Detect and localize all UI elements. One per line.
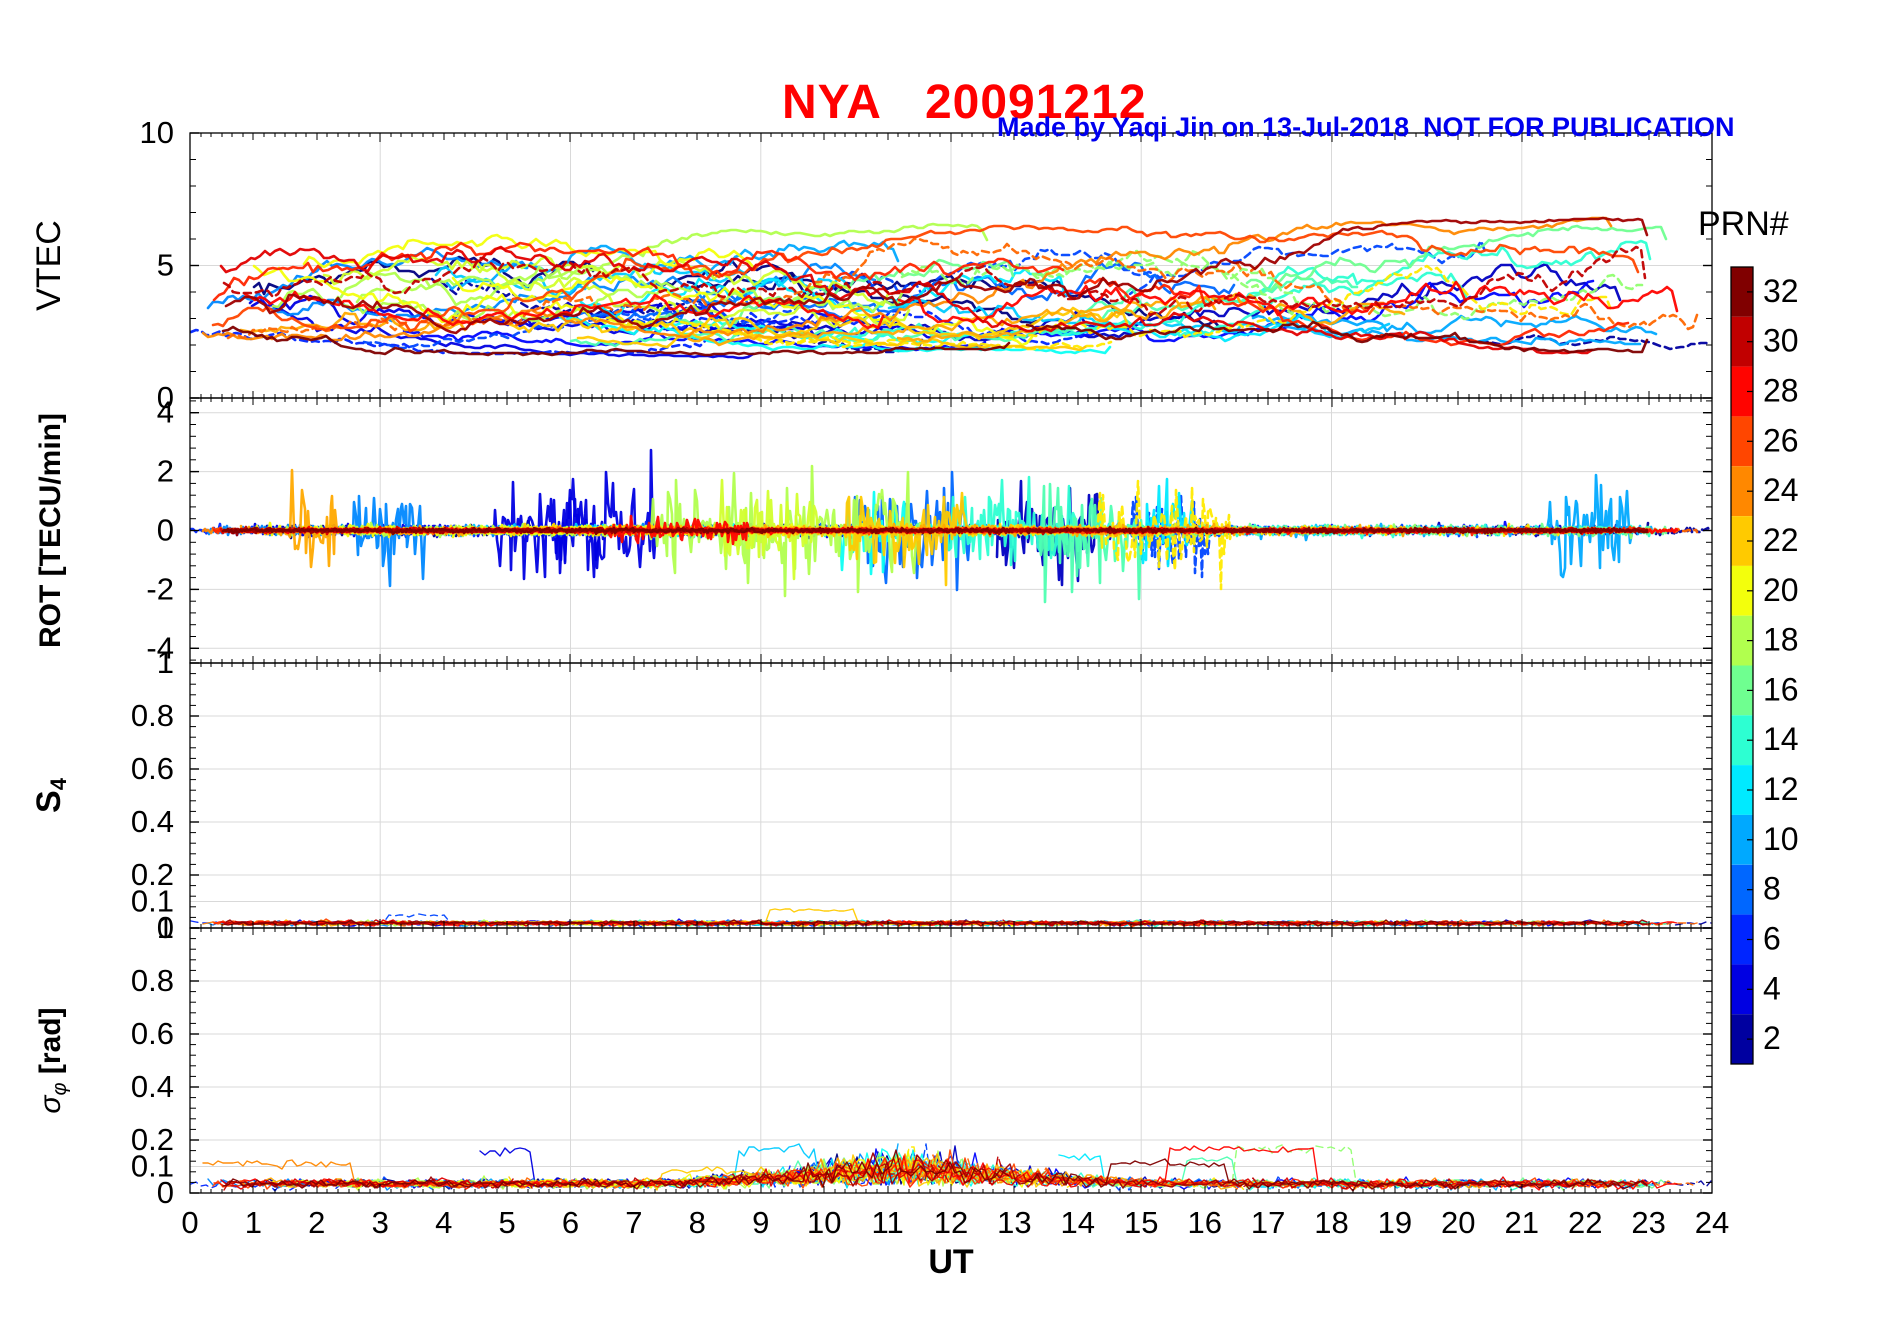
svg-text:8: 8 (689, 1205, 706, 1240)
svg-text:30: 30 (1763, 323, 1799, 359)
svg-text:26: 26 (1763, 422, 1799, 458)
svg-text:10: 10 (140, 115, 174, 150)
svg-text:2: 2 (1763, 1020, 1781, 1056)
svg-text:1: 1 (157, 910, 174, 945)
svg-text:NOT FOR PUBLICATION: NOT FOR PUBLICATION (1423, 112, 1734, 142)
svg-text:23: 23 (1631, 1205, 1665, 1240)
svg-text:VTEC: VTEC (30, 220, 68, 311)
svg-text:14: 14 (1061, 1205, 1095, 1240)
svg-text:21: 21 (1505, 1205, 1539, 1240)
svg-text:32: 32 (1763, 273, 1799, 309)
svg-text:0: 0 (157, 513, 174, 548)
svg-text:-2: -2 (146, 571, 174, 606)
svg-text:0.4: 0.4 (131, 1069, 174, 1104)
svg-text:10: 10 (807, 1205, 841, 1240)
svg-text:PRN#: PRN# (1698, 205, 1789, 243)
svg-text:Made by Yaqi Jin on 13-Jul-201: Made by Yaqi Jin on 13-Jul-2018 (997, 112, 1409, 142)
svg-text:14: 14 (1763, 721, 1799, 757)
svg-text:15: 15 (1124, 1205, 1158, 1240)
svg-text:5: 5 (157, 248, 174, 283)
svg-text:8: 8 (1763, 871, 1781, 907)
svg-text:24: 24 (1763, 472, 1799, 508)
svg-text:22: 22 (1568, 1205, 1602, 1240)
svg-text:20: 20 (1441, 1205, 1475, 1240)
svg-text:2: 2 (157, 454, 174, 489)
svg-text:ROT [TECU/min]: ROT [TECU/min] (34, 413, 67, 648)
svg-text:18: 18 (1763, 622, 1799, 658)
svg-text:3: 3 (372, 1205, 389, 1240)
svg-text:19: 19 (1378, 1205, 1412, 1240)
svg-text:0.6: 0.6 (131, 751, 174, 786)
svg-text:0.6: 0.6 (131, 1016, 174, 1051)
svg-text:28: 28 (1763, 373, 1799, 409)
svg-text:0.8: 0.8 (131, 963, 174, 998)
svg-text:1: 1 (157, 645, 174, 680)
svg-text:17: 17 (1251, 1205, 1285, 1240)
svg-text:12: 12 (1763, 771, 1799, 807)
svg-text:0.1: 0.1 (131, 1149, 174, 1184)
svg-text:20: 20 (1763, 572, 1799, 608)
svg-text:12: 12 (934, 1205, 968, 1240)
svg-text:10: 10 (1763, 821, 1799, 857)
svg-text:11: 11 (872, 1205, 904, 1240)
svg-text:6: 6 (562, 1205, 579, 1240)
svg-text:16: 16 (1763, 671, 1799, 707)
svg-text:0.8: 0.8 (131, 698, 174, 733)
svg-text:18: 18 (1314, 1205, 1348, 1240)
svg-text:22: 22 (1763, 522, 1799, 558)
svg-text:0: 0 (181, 1205, 198, 1240)
svg-text:UT: UT (928, 1243, 974, 1281)
svg-text:5: 5 (498, 1205, 515, 1240)
svg-text:1: 1 (245, 1205, 262, 1240)
svg-text:7: 7 (625, 1205, 642, 1240)
svg-text:24: 24 (1695, 1205, 1729, 1240)
svg-text:2: 2 (308, 1205, 325, 1240)
svg-text:4: 4 (157, 395, 174, 430)
svg-text:9: 9 (752, 1205, 769, 1240)
svg-text:σφ [rad]: σφ [rad] (34, 1007, 71, 1113)
svg-text:16: 16 (1187, 1205, 1221, 1240)
svg-text:0.4: 0.4 (131, 804, 174, 839)
svg-text:13: 13 (997, 1205, 1031, 1240)
svg-text:6: 6 (1763, 921, 1781, 957)
svg-text:4: 4 (1763, 970, 1781, 1006)
svg-text:4: 4 (435, 1205, 452, 1240)
